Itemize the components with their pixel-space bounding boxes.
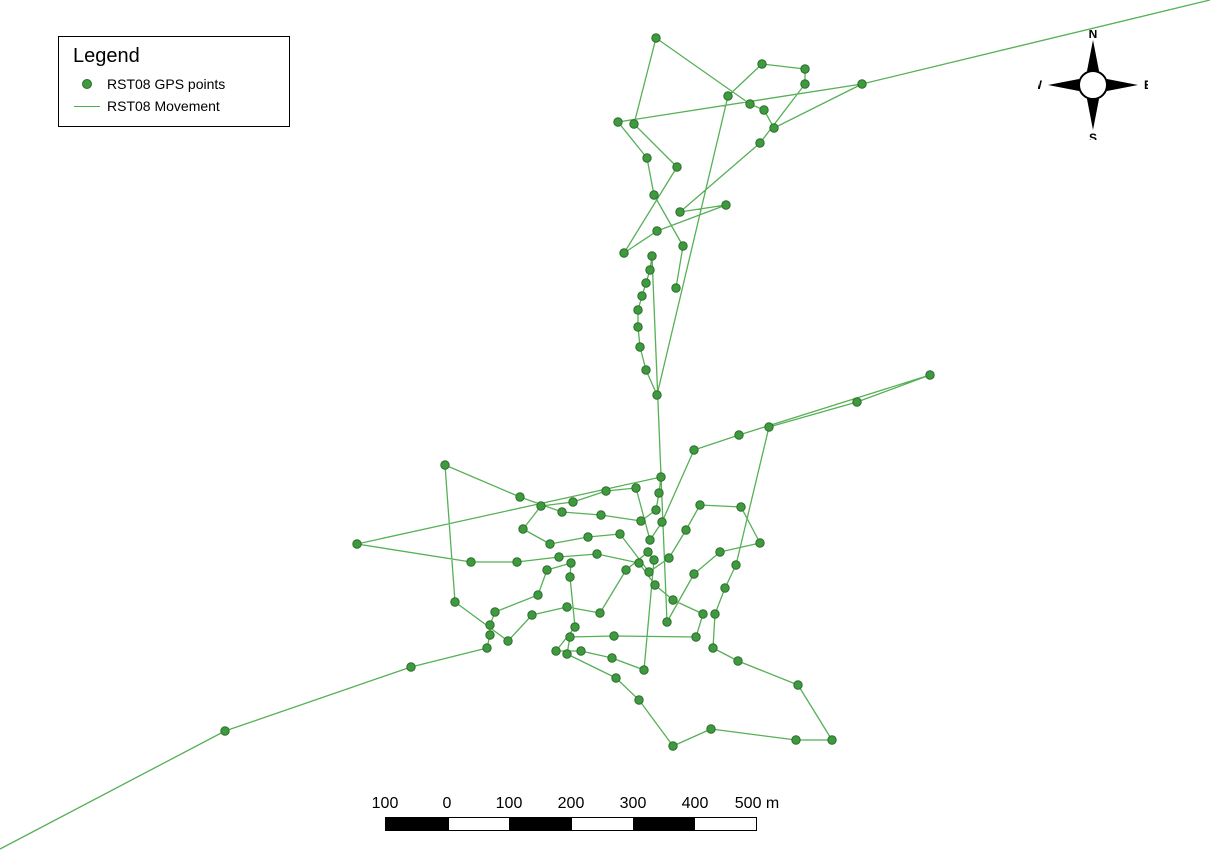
legend-item-points: RST08 GPS points <box>73 74 275 94</box>
gps-track-layer <box>0 0 1210 855</box>
scale-bar-segment <box>694 818 756 830</box>
scale-bar-label: 0 <box>416 795 478 813</box>
scale-bar-segment <box>571 818 633 830</box>
scale-bar-label: 100 <box>354 795 416 813</box>
svg-text:S: S <box>1089 131 1097 140</box>
scale-bar-label: 500 m <box>726 795 788 813</box>
scale-bar-segment <box>509 818 571 830</box>
legend-item-label: RST08 Movement <box>107 98 220 114</box>
scale-bar-segment <box>448 818 510 830</box>
scale-bar-label: 400 <box>664 795 726 813</box>
scale-bar-label: 300 <box>602 795 664 813</box>
scale-bar-label: 200 <box>540 795 602 813</box>
scale-bar-segments <box>385 817 757 831</box>
legend-point-swatch <box>73 79 101 89</box>
scale-bar-label: 100 <box>478 795 540 813</box>
legend-line-swatch <box>73 106 101 107</box>
scale-bar-labels: 1000100200300400500 m <box>385 795 788 813</box>
svg-text:W: W <box>1038 78 1043 92</box>
legend-item-label: RST08 GPS points <box>107 76 225 92</box>
compass-icon: N S W E <box>1038 30 1148 140</box>
legend-point-icon <box>82 79 92 89</box>
scale-bar-segment <box>386 818 448 830</box>
map-canvas: Legend RST08 GPS points RST08 Movement N… <box>0 0 1210 855</box>
scale-bar: 1000100200300400500 m <box>385 795 788 831</box>
legend-line-icon <box>74 106 100 107</box>
svg-text:N: N <box>1089 30 1098 41</box>
legend-box: Legend RST08 GPS points RST08 Movement <box>58 36 290 127</box>
scale-bar-segment <box>633 818 695 830</box>
legend-item-line: RST08 Movement <box>73 96 275 116</box>
legend-title: Legend <box>73 45 275 68</box>
compass-rose: N S W E <box>1038 30 1148 145</box>
svg-text:E: E <box>1144 78 1148 92</box>
